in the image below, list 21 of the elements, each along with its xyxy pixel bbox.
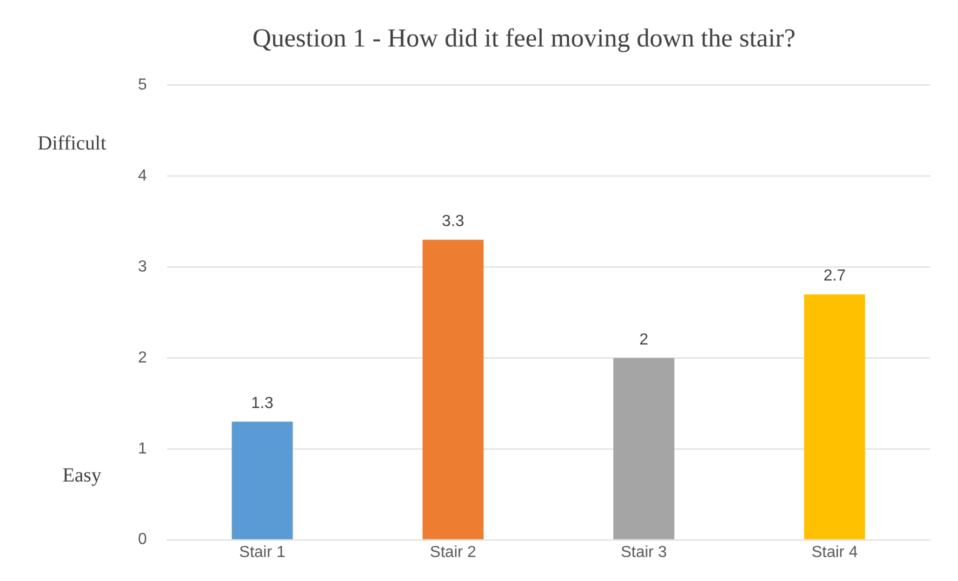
text: Difficult (38, 132, 107, 155)
data-label: 2 (639, 331, 648, 348)
y-tick-label: 3 (138, 258, 147, 276)
y-tick-label: 5 (138, 76, 147, 94)
y-tick-label: 1 (138, 440, 147, 458)
chart-title: Question 1 - How did it feel moving down the stair? (252, 23, 796, 52)
text: Easy (62, 464, 102, 486)
bar (232, 422, 293, 540)
x-tick-label: Stair 2 (430, 544, 476, 561)
x-tick-label: Stair 3 (620, 544, 668, 561)
bar (804, 294, 866, 540)
x-tick-label: Stair 1 (239, 544, 286, 561)
y-tick-label: 2 (138, 349, 147, 366)
bar (613, 358, 674, 540)
data-label: 1.3 (251, 395, 274, 412)
bar (422, 240, 484, 540)
y-tick-label: 4 (138, 168, 147, 185)
x-tick-label: Stair 4 (811, 544, 858, 561)
data-label: 2.7 (823, 268, 846, 285)
data-label: 3.3 (442, 213, 464, 230)
y-tick-label: 0 (138, 531, 147, 548)
